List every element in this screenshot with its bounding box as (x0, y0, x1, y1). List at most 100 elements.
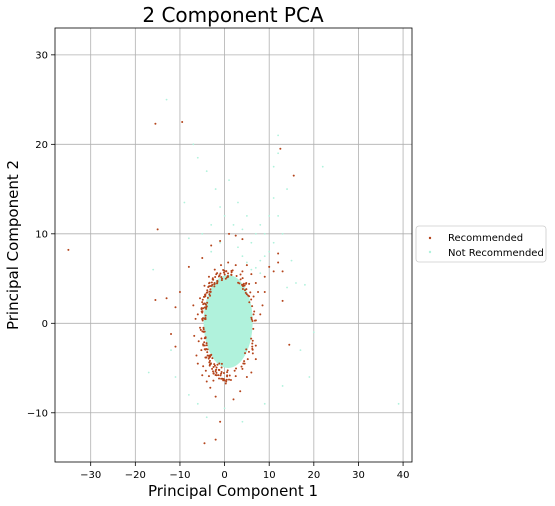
not-recommended-point (241, 228, 244, 231)
recommended-point (210, 281, 213, 284)
not-recommended-point (259, 223, 262, 226)
recommended-point (234, 264, 237, 267)
recommended-point (209, 288, 212, 291)
recommended-point (222, 271, 225, 274)
recommended-point (219, 239, 222, 242)
grid (55, 28, 412, 462)
recommended-point (224, 277, 227, 280)
not-recommended-point (210, 250, 213, 253)
recommended-point (209, 294, 212, 297)
recommended-point (208, 356, 211, 359)
recommended-point (263, 290, 266, 293)
recommended-point (220, 275, 223, 278)
recommended-point (241, 238, 244, 241)
recommended-point (195, 354, 198, 357)
not-recommended-point (174, 376, 177, 378)
recommended-point (250, 316, 253, 319)
recommended-point (233, 369, 236, 372)
recommended-point (225, 380, 228, 383)
recommended-point (225, 276, 228, 279)
not-recommended-point (277, 134, 280, 137)
recommended-point (277, 261, 280, 264)
recommended-point (206, 351, 209, 354)
x-tick-label: 20 (307, 470, 320, 481)
recommended-point (252, 295, 255, 298)
recommended-point (207, 275, 210, 278)
recommended-point (250, 371, 253, 374)
recommended-point (213, 363, 216, 366)
x-tick-label: 40 (397, 470, 410, 481)
x-tick-label: 0 (221, 470, 227, 481)
recommended-point (211, 278, 214, 281)
recommended-point (219, 374, 222, 377)
recommended-point (200, 337, 203, 340)
recommended-point (220, 264, 223, 267)
not-recommended-point (245, 215, 248, 217)
not-recommended-point (286, 286, 288, 289)
recommended-point (214, 438, 217, 441)
recommended-point (225, 378, 228, 381)
legend: Recommended Not Recommended (415, 225, 547, 263)
x-tick-label: −10 (169, 470, 190, 481)
recommended-point (245, 293, 248, 296)
recommended-point (224, 382, 227, 385)
y-tick-label: 0 (42, 319, 48, 330)
recommended-point (223, 269, 226, 272)
legend-label-not-recommended: Not Recommended (448, 248, 544, 259)
not-recommended-point (286, 188, 288, 190)
recommended-point (250, 298, 253, 301)
recommended-point (261, 304, 264, 307)
recommended-point (222, 371, 225, 374)
recommended-point (214, 370, 217, 373)
y-tick-label: 10 (35, 229, 48, 240)
recommended-point (272, 270, 275, 273)
recommended-point (202, 330, 205, 333)
recommended-point (252, 327, 255, 330)
not-recommended-point (223, 407, 226, 410)
legend-marker-recommended (428, 236, 432, 240)
recommended-point (226, 375, 229, 378)
x-tick-label: −20 (125, 470, 146, 481)
recommended-point (259, 313, 262, 316)
not-recommended-point (277, 215, 280, 217)
not-recommended-point (187, 393, 190, 396)
recommended-point (212, 372, 215, 375)
recommended-point (199, 326, 202, 329)
recommended-point (197, 340, 200, 343)
recommended-point (228, 374, 231, 377)
not-recommended-point (312, 331, 315, 334)
recommended-point (251, 319, 254, 322)
recommended-point (218, 362, 221, 365)
not-recommended-point (201, 232, 204, 235)
recommended-point (202, 344, 205, 347)
recommended-point (206, 301, 209, 304)
recommended-point (209, 363, 212, 366)
recommended-point (174, 306, 177, 309)
not-recommended-point (170, 349, 172, 352)
not-recommended-point (263, 232, 266, 235)
recommended-point (200, 349, 203, 352)
recommended-point (219, 420, 222, 423)
recommended-point (215, 371, 218, 374)
recommended-point (251, 342, 254, 345)
recommended-point (239, 390, 242, 393)
recommended-point (205, 380, 208, 383)
not-recommended-point (277, 152, 280, 155)
x-tick-label: 30 (352, 470, 365, 481)
recommended-point (251, 352, 254, 355)
recommended-point (251, 345, 254, 348)
recommended-point (206, 291, 209, 294)
recommended-point (246, 358, 249, 361)
recommended-point (214, 395, 217, 398)
recommended-point (201, 298, 204, 301)
not-recommended-point (299, 349, 302, 352)
not-recommended-point (272, 197, 275, 199)
recommended-point (281, 270, 284, 273)
not-recommended-point (254, 266, 257, 269)
not-recommended-point (263, 402, 266, 405)
recommended-point (229, 378, 232, 381)
recommended-point (201, 318, 204, 321)
recommended-point (206, 354, 209, 357)
recommended-point (241, 277, 244, 280)
